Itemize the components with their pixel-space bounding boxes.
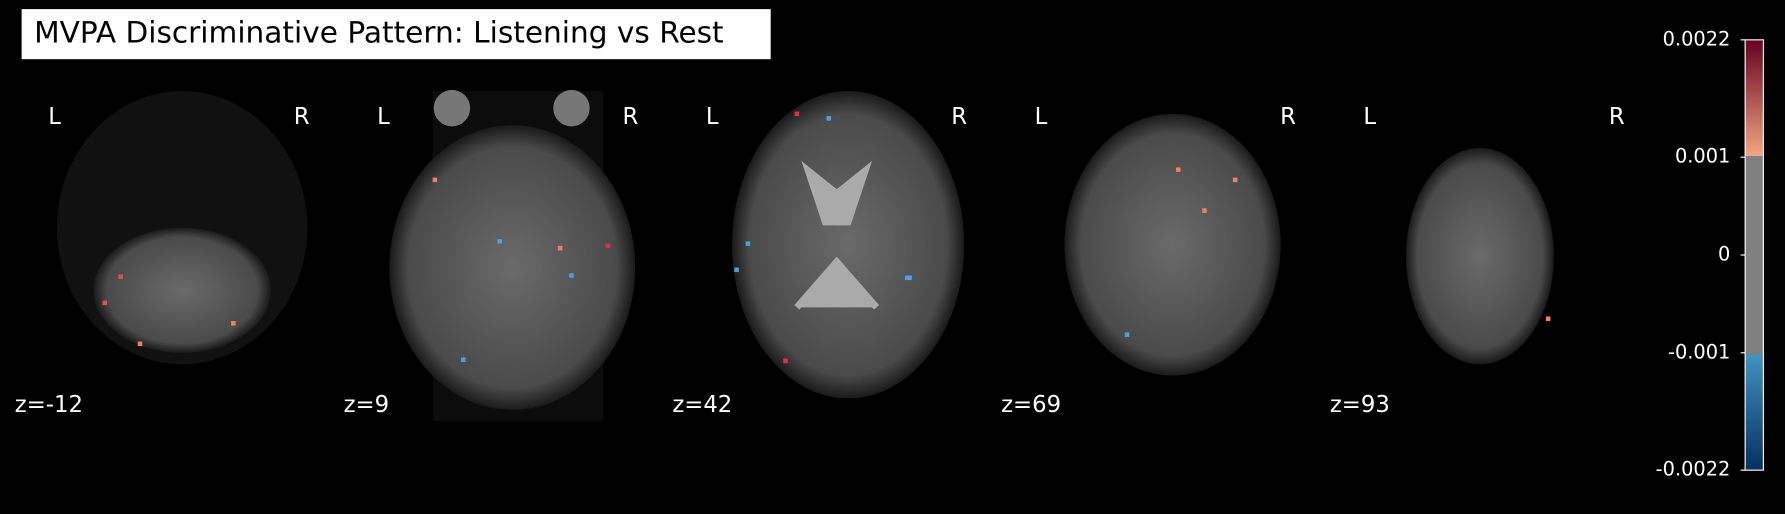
voxel [905,275,912,281]
slice-label: z=-12 [15,392,83,418]
voxel [605,243,611,249]
colorbar [1744,39,1764,471]
left-label: L [1035,104,1048,130]
left-label: L [377,104,390,130]
slice-label: z=93 [1330,392,1390,418]
voxel [734,267,739,273]
colorbar-ticks: 0.0022 0.001 0 -0.001 -0.0022 [1656,27,1746,481]
voxel [1545,316,1551,322]
voxel [1175,167,1181,172]
voxel [783,358,788,364]
slice-image [1405,147,1554,365]
title: MVPA Discriminative Pattern: Listening v… [34,16,724,50]
voxel [102,300,108,306]
slice-image [794,160,880,310]
slice-image [731,91,965,399]
right-label: R [1609,104,1625,130]
slice-image [553,89,590,127]
voxel [1124,332,1130,337]
brain-slices [56,89,1554,422]
voxel [497,239,503,244]
slice-label: z=9 [344,392,389,418]
slice-label: z=42 [672,392,732,418]
left-label: L [48,104,61,130]
slice-image [1064,113,1281,376]
tick-label: -0.001 [1668,340,1730,363]
voxel [1232,177,1238,183]
voxel [569,273,574,278]
slice-label: z=69 [1001,392,1061,418]
tick-label: 0.001 [1675,145,1730,168]
tick-label: 0 [1718,243,1730,266]
tick-label: 0.0022 [1663,27,1731,50]
voxel [118,274,123,279]
left-label: L [1363,104,1376,130]
voxel [1202,208,1207,213]
slice-image [433,89,471,127]
right-label: R [623,104,639,130]
voxel [231,321,236,326]
voxel [137,341,143,347]
voxel [557,245,563,251]
activation-voxels [102,111,1551,364]
right-label: R [1280,104,1296,130]
slice-labels: L Rz=-12 L Rz=9 L Rz=42 L Rz=69 L Rz=93 [15,104,1625,418]
left-label: L [706,104,719,130]
voxel [432,177,438,183]
voxel [826,116,832,121]
voxel [794,111,800,117]
tick-label: -0.0022 [1656,458,1731,481]
voxel [745,241,751,246]
voxel [461,357,466,363]
slice-image [93,227,271,353]
title-box [21,9,771,60]
right-label: R [294,104,310,130]
right-label: R [951,104,967,130]
slice-image [389,125,636,410]
